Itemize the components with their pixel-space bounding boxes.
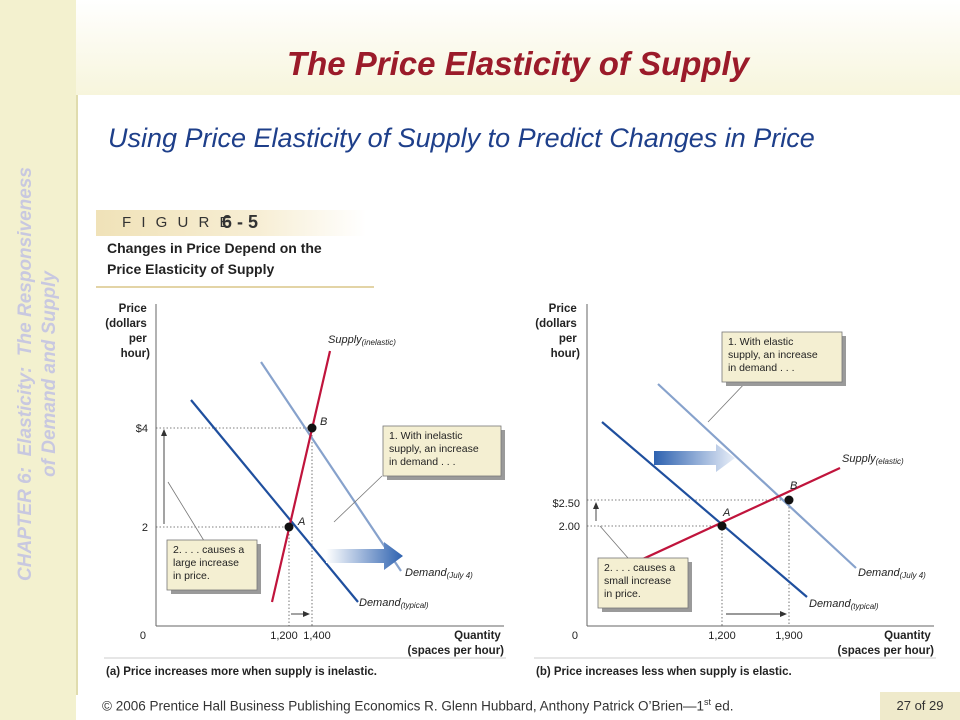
note2-box xyxy=(166,539,258,591)
x-tick-1200: 1,200 xyxy=(270,630,298,642)
note1-leader xyxy=(707,379,749,423)
demand-shift-arrow xyxy=(654,444,735,472)
demand-july4-label: Demand(July 4) xyxy=(405,567,473,580)
figure-caption-line2: Price Elasticity of Supply xyxy=(107,261,275,277)
demand-typical-line xyxy=(601,421,808,598)
origin-label: 0 xyxy=(572,630,578,642)
page-current: 27 xyxy=(896,698,911,713)
point-a xyxy=(717,521,727,531)
footer-text: © 2006 Prentice Hall Business Publishing… xyxy=(102,698,704,714)
y-axis-label: Price (dollars per hour) xyxy=(535,303,580,360)
supply-inelastic-label: Supply(inelastic) xyxy=(328,334,396,347)
figure-caption: Changes in Price Depend on the Price Ela… xyxy=(107,238,407,280)
price-increase-arrowhead xyxy=(161,429,167,436)
note1-box xyxy=(382,425,502,477)
chapter-label-line1: CHAPTER 6: Elasticity: The Responsivenes… xyxy=(15,167,36,582)
y-tick-4: $4 xyxy=(136,423,148,435)
point-a-label: A xyxy=(297,516,305,528)
price-increase-arrowhead xyxy=(593,502,599,509)
footer-copyright: © 2006 Prentice Hall Business Publishing… xyxy=(102,697,734,714)
demand-july4-line xyxy=(260,361,402,572)
y-axis-label: Price (dollars per hour) xyxy=(105,303,150,360)
point-b-label: B xyxy=(320,416,327,428)
point-a-label: A xyxy=(722,507,730,519)
note2-leader xyxy=(599,525,629,559)
page-number: 27 of 29 xyxy=(880,692,960,720)
note1-text: 1. With inelastic supply, an increase in… xyxy=(389,430,482,468)
y-tick-2: 2 xyxy=(142,522,148,534)
supply-inelastic-line xyxy=(270,350,332,603)
x-tick-1900: 1,900 xyxy=(775,630,803,642)
origin-label: 0 xyxy=(140,630,146,642)
point-b xyxy=(784,495,794,505)
figure-label: F I G U R E xyxy=(122,214,233,231)
point-a xyxy=(284,522,294,532)
note1-box xyxy=(721,331,843,383)
y-tick-2-50: $2.50 xyxy=(552,498,580,510)
x-tick-1200: 1,200 xyxy=(708,630,736,642)
footer-sup: st xyxy=(704,697,712,707)
graph-inelastic: Price (dollars per hour) Quantity (space… xyxy=(104,303,506,678)
demand-july4-label: Demand(July 4) xyxy=(858,567,926,580)
chapter-label-line2: of Demand and Supply xyxy=(39,271,60,478)
footer-tail: ed. xyxy=(711,698,734,714)
figure-number: 6 - 5 xyxy=(222,212,259,232)
demand-typical-line xyxy=(190,399,359,603)
note1-leader xyxy=(333,475,383,523)
demand-typical-label: Demand(typical) xyxy=(359,597,429,610)
quantity-increase-arrowhead xyxy=(780,611,787,617)
graph-caption: (a) Price increases more when supply is … xyxy=(106,666,377,678)
demand-shift-arrow xyxy=(326,542,403,570)
x-axis-label: Quantity (spaces per hour) xyxy=(408,630,505,657)
slide-title: The Price Elasticity of Supply xyxy=(286,45,750,82)
graph-elastic: Price (dollars per hour) Quantity (space… xyxy=(534,303,936,678)
supply-elastic-label: Supply(elastic) xyxy=(842,453,904,466)
note2-text: 2. . . . causes a small increase in pric… xyxy=(604,562,678,600)
note2-box xyxy=(597,557,689,609)
y-tick-2: 2.00 xyxy=(559,521,580,533)
x-tick-1400: 1,400 xyxy=(303,630,331,642)
note2-leader xyxy=(167,481,207,545)
page-sep: of xyxy=(914,698,926,713)
chapter-label: CHAPTER 6: Elasticity: The Responsivenes… xyxy=(0,0,76,720)
quantity-increase-arrowhead xyxy=(303,611,310,617)
x-axis-label: Quantity (spaces per hour) xyxy=(838,630,935,657)
sidebar-divider xyxy=(76,95,78,695)
supply-elastic-line xyxy=(631,467,841,565)
figure-rule xyxy=(96,286,374,288)
note2-text: 2. . . . causes a large increase in pric… xyxy=(173,544,247,582)
title-bar xyxy=(76,0,960,95)
figure-caption-line1: Changes in Price Depend on the xyxy=(107,240,322,256)
point-b-label: B xyxy=(790,480,797,492)
point-b xyxy=(307,423,317,433)
page-total: 29 xyxy=(929,698,944,713)
demand-july4-line xyxy=(657,383,857,569)
slide-subtitle: Using Price Elasticity of Supply to Pred… xyxy=(108,123,815,153)
demand-typical-label: Demand(typical) xyxy=(809,598,879,611)
figure-band xyxy=(96,210,366,236)
note1-text: 1. With elastic supply, an increase in d… xyxy=(728,336,821,374)
graph-caption: (b) Price increases less when supply is … xyxy=(536,666,792,678)
chapter-sidebar xyxy=(0,0,76,720)
